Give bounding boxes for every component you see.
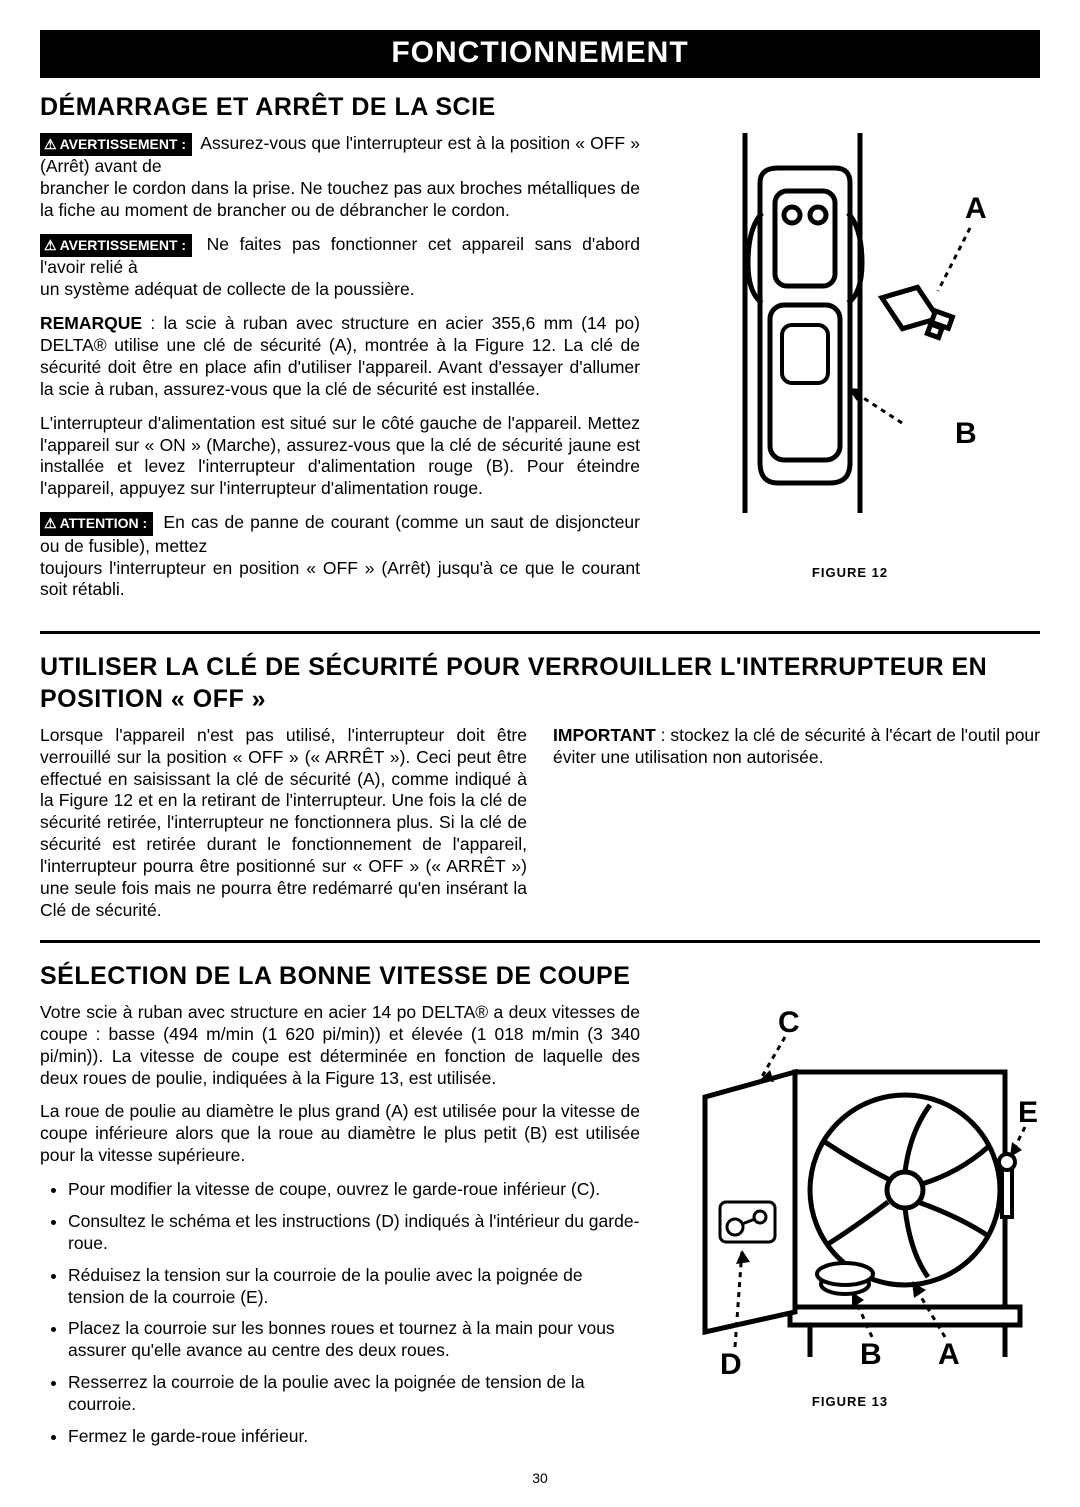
attention-icon: ATTENTION : bbox=[40, 512, 153, 536]
list-item: Réduisez la tension sur la courroie de l… bbox=[68, 1265, 640, 1309]
sec1-text: AVERTISSEMENT : Assurez-vous que l'inter… bbox=[40, 133, 640, 614]
fig12-label-b: B bbox=[955, 417, 977, 450]
sec3-title: SÉLECTION DE LA BONNE VITESSE DE COUPE bbox=[40, 961, 1040, 992]
fig12-label-a: A bbox=[965, 192, 987, 225]
sec1-p4: L'interrupteur d'alimentation est situé … bbox=[40, 413, 640, 501]
sec3-bullets: Pour modifier la vitesse de coupe, ouvre… bbox=[40, 1179, 640, 1448]
sec2-text: Lorsque l'appareil n'est pas utilisé, l'… bbox=[40, 725, 1040, 922]
sec1-p2b: un système adéquat de collecte de la pou… bbox=[40, 279, 640, 301]
figure-12: A B FIGURE 12 bbox=[660, 133, 1040, 614]
sec1-p1: AVERTISSEMENT : Assurez-vous que l'inter… bbox=[40, 133, 640, 222]
sec2-p1: Lorsque l'appareil n'est pas utilisé, l'… bbox=[40, 725, 527, 922]
divider-2 bbox=[40, 940, 1040, 943]
fig13-label-a: A bbox=[938, 1338, 960, 1371]
sec3-p1: Votre scie à ruban avec structure en aci… bbox=[40, 1002, 640, 1090]
sec1-p1b: brancher le cordon dans la prise. Ne tou… bbox=[40, 178, 640, 222]
sec1-p3: REMARQUE : la scie à ruban avec structur… bbox=[40, 313, 640, 401]
sec3-p2: La roue de poulie au diamètre le plus gr… bbox=[40, 1101, 640, 1167]
fig13-label-e: E bbox=[1018, 1096, 1038, 1129]
figure-13-svg: C E B A D bbox=[660, 1002, 1040, 1382]
sec3-row: Votre scie à ruban avec structure en aci… bbox=[40, 1002, 1040, 1458]
page-number: 30 bbox=[40, 1470, 1040, 1488]
list-item: Fermez le garde-roue inférieur. bbox=[68, 1426, 640, 1448]
sec1-p2: AVERTISSEMENT : Ne faites pas fonctionne… bbox=[40, 234, 640, 301]
sec2-title: UTILISER LA CLÉ DE SÉCURITÉ POUR VERROUI… bbox=[40, 652, 1040, 715]
sec3-text: Votre scie à ruban avec structure en aci… bbox=[40, 1002, 640, 1458]
figure-13: C E B A D FIGURE 13 bbox=[660, 1002, 1040, 1458]
list-item: Placez la courroie sur les bonnes roues … bbox=[68, 1318, 640, 1362]
figure-12-svg: A B bbox=[670, 133, 1030, 553]
sec2-p2: IMPORTANT : stockez la clé de sécurité à… bbox=[553, 725, 1040, 769]
sec1-row: AVERTISSEMENT : Assurez-vous que l'inter… bbox=[40, 133, 1040, 614]
important-label: IMPORTANT bbox=[553, 725, 656, 745]
list-item: Resserrez la courroie de la poulie avec … bbox=[68, 1372, 640, 1416]
list-item: Pour modifier la vitesse de coupe, ouvre… bbox=[68, 1179, 640, 1201]
sec1-title: DÉMARRAGE ET ARRÊT DE LA SCIE bbox=[40, 92, 1040, 123]
fig13-label-c: C bbox=[778, 1006, 800, 1039]
divider-1 bbox=[40, 631, 1040, 634]
sec1-p5b: toujours l'interrupteur en position « OF… bbox=[40, 558, 640, 602]
list-item: Consultez le schéma et les instructions … bbox=[68, 1211, 640, 1255]
fig13-label-d: D bbox=[720, 1348, 742, 1381]
page-banner: FONCTIONNEMENT bbox=[40, 30, 1040, 78]
fig12-caption: FIGURE 12 bbox=[660, 565, 1040, 581]
fig13-label-b: B bbox=[860, 1338, 882, 1371]
note-label: REMARQUE bbox=[40, 313, 142, 333]
warning-icon: AVERTISSEMENT : bbox=[40, 234, 192, 258]
fig13-caption: FIGURE 13 bbox=[660, 1394, 1040, 1410]
sec1-p5: ATTENTION : En cas de panne de courant (… bbox=[40, 512, 640, 601]
warning-icon: AVERTISSEMENT : bbox=[40, 133, 192, 157]
